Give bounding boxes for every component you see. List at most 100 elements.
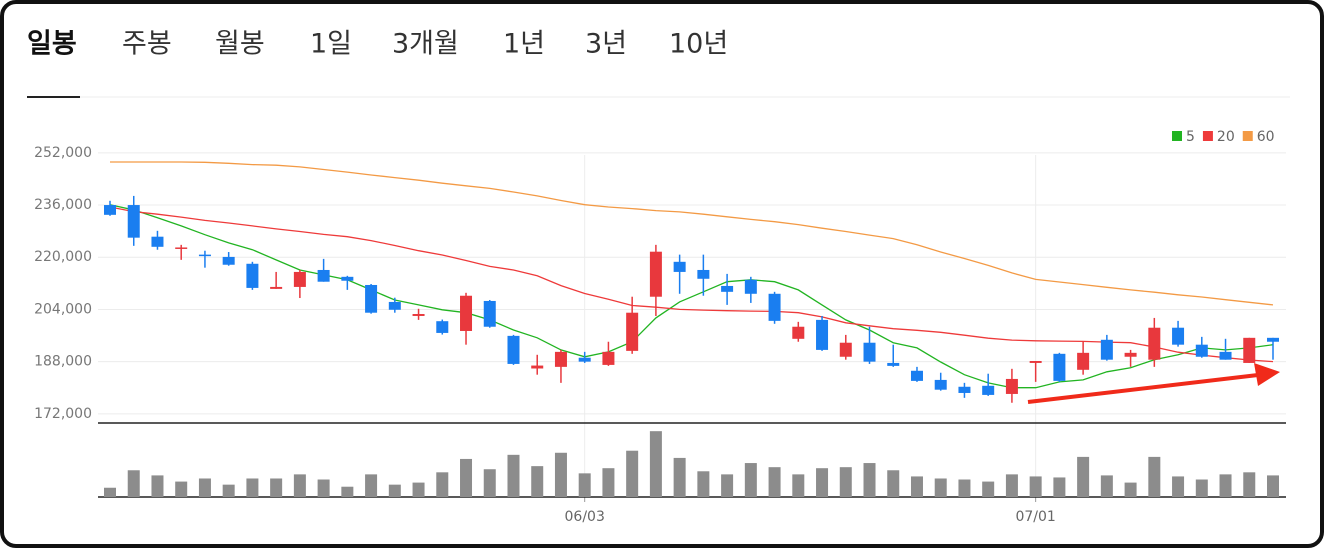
candle-body bbox=[1195, 344, 1208, 357]
candle-body bbox=[531, 365, 544, 369]
tab[interactable]: 10년 bbox=[669, 29, 728, 60]
arrow-head bbox=[1254, 363, 1280, 386]
x-tick-label: 07/01 bbox=[1015, 509, 1055, 525]
candle-body bbox=[507, 335, 520, 364]
y-tick-label: 188,000 bbox=[34, 354, 92, 370]
candle-body bbox=[1005, 378, 1018, 394]
volume-bar bbox=[531, 466, 544, 497]
tab[interactable]: 1일 bbox=[310, 29, 352, 60]
candle-body bbox=[460, 295, 473, 331]
candle-body bbox=[1148, 327, 1161, 360]
volume-bar bbox=[365, 474, 378, 497]
tab[interactable]: 월봉 bbox=[215, 29, 265, 60]
candle-body bbox=[602, 351, 615, 365]
legend-label: 60 bbox=[1257, 129, 1275, 145]
candle-body bbox=[721, 285, 734, 292]
legend-swatch bbox=[1172, 131, 1182, 141]
volume-bar bbox=[151, 475, 164, 497]
chart: 일봉 주봉 월봉 1일 3개월 1년 3년 10년 172,000 188,000 204,000 2… bbox=[27, 29, 1286, 525]
candle-body bbox=[958, 386, 971, 393]
candle-body bbox=[1029, 360, 1042, 363]
volume-bar bbox=[1005, 474, 1018, 497]
volume-bar bbox=[175, 481, 188, 497]
candle-body bbox=[127, 205, 140, 238]
candle-body bbox=[697, 269, 710, 279]
volume-bar bbox=[1053, 477, 1066, 497]
volume-bar bbox=[460, 458, 473, 497]
volume-bar bbox=[341, 486, 354, 497]
candle-body bbox=[436, 321, 449, 333]
candle-body bbox=[626, 312, 639, 351]
y-tick-label: 172,000 bbox=[34, 406, 92, 422]
volume-bar bbox=[768, 467, 781, 497]
candle-body bbox=[649, 251, 662, 297]
y-tick-label: 252,000 bbox=[34, 145, 92, 161]
candle-body bbox=[887, 362, 900, 366]
volume-bar bbox=[578, 473, 591, 497]
candle-body bbox=[1267, 337, 1279, 342]
volume-bar bbox=[863, 463, 876, 497]
y-tick-label: 220,000 bbox=[34, 249, 92, 265]
legend-label: 5 bbox=[1186, 129, 1195, 145]
candle-body bbox=[483, 300, 496, 327]
candle-body bbox=[910, 370, 923, 381]
candle-body bbox=[1172, 327, 1185, 345]
candle-body bbox=[982, 385, 995, 395]
legend-label: 20 bbox=[1217, 129, 1235, 145]
tab[interactable]: 1년 bbox=[503, 29, 545, 60]
candle-body bbox=[839, 342, 852, 357]
volume-bar bbox=[317, 479, 330, 497]
trend-arrow bbox=[1027, 363, 1280, 404]
candle-body bbox=[341, 276, 354, 281]
volume-bar bbox=[554, 452, 567, 497]
volume-bar bbox=[222, 484, 235, 497]
volume-bar bbox=[1100, 475, 1113, 497]
volume-bar bbox=[697, 471, 710, 497]
candle-body bbox=[673, 261, 686, 272]
tab[interactable]: 3개월 bbox=[392, 29, 459, 60]
volume-bar bbox=[1148, 456, 1161, 497]
y-tick-label: 204,000 bbox=[34, 301, 92, 317]
volume-bar bbox=[198, 478, 211, 497]
candle-body bbox=[175, 247, 188, 249]
candle-body bbox=[1100, 339, 1113, 360]
volume-bar bbox=[721, 474, 734, 497]
candle-body bbox=[768, 293, 781, 321]
volume-bar bbox=[602, 468, 615, 497]
volume-bar bbox=[1195, 479, 1208, 497]
volume-bar bbox=[1172, 476, 1185, 497]
candle-body bbox=[365, 284, 378, 313]
volume-bar bbox=[436, 472, 449, 497]
volume-bar bbox=[744, 463, 757, 497]
candle-body bbox=[104, 205, 116, 215]
candle-body bbox=[934, 379, 947, 390]
candle-body bbox=[1124, 352, 1137, 357]
arrow-shaft bbox=[1027, 373, 1259, 404]
moving-average-line bbox=[109, 206, 1274, 363]
tab[interactable]: 일봉 bbox=[27, 29, 77, 60]
candle-body bbox=[270, 286, 283, 289]
volume-bar bbox=[958, 479, 971, 497]
tab[interactable]: 3년 bbox=[585, 29, 627, 60]
volume-bar bbox=[792, 474, 805, 497]
volume-bar bbox=[1219, 474, 1232, 497]
candle-body bbox=[412, 314, 425, 316]
legend-swatch bbox=[1202, 131, 1213, 141]
candle-body bbox=[198, 254, 211, 257]
candle-body bbox=[863, 342, 876, 362]
candle-body bbox=[816, 319, 829, 350]
candle-body bbox=[151, 236, 164, 247]
tab[interactable]: 주봉 bbox=[122, 29, 172, 60]
candle-body bbox=[317, 269, 330, 282]
candle-body bbox=[222, 256, 235, 265]
candle-body bbox=[792, 326, 805, 339]
volume-bar bbox=[104, 487, 116, 497]
volume-bar bbox=[1124, 482, 1137, 497]
volume-bar bbox=[270, 478, 283, 497]
candle-body bbox=[293, 271, 306, 287]
candle-body bbox=[246, 263, 259, 288]
volume-bar bbox=[673, 457, 686, 497]
volume-bar bbox=[1267, 475, 1279, 497]
